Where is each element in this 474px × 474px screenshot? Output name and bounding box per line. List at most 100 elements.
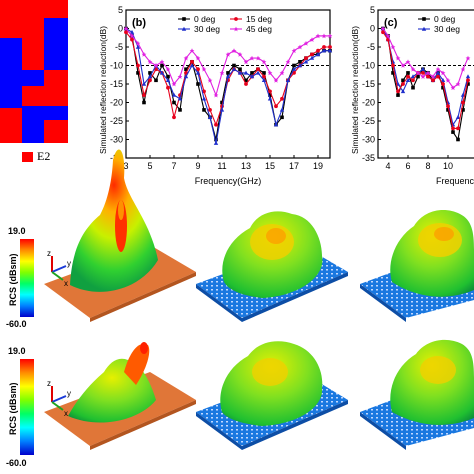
data-point	[273, 77, 279, 83]
data-point	[395, 55, 401, 61]
data-point	[441, 85, 445, 90]
data-point	[401, 82, 405, 86]
rcs-render-row1-coded-b	[196, 211, 348, 322]
coding-pattern	[0, 0, 68, 143]
pattern-cell-red	[22, 86, 68, 106]
data-point	[431, 78, 435, 83]
data-point	[207, 77, 213, 83]
data-point	[233, 26, 239, 32]
data-point	[129, 29, 135, 34]
data-point	[232, 63, 236, 68]
data-point	[178, 108, 182, 112]
pattern-cell-red	[22, 18, 44, 70]
data-point	[421, 26, 427, 31]
data-point	[411, 78, 415, 83]
y-tick-label: -5	[115, 42, 123, 52]
data-point	[148, 71, 152, 75]
data-point	[465, 74, 471, 79]
data-point	[445, 77, 451, 83]
data-point	[450, 85, 456, 91]
data-point	[195, 55, 201, 61]
rcs-min-label: -60.0	[6, 319, 27, 329]
data-point	[238, 67, 242, 71]
data-point	[279, 107, 285, 112]
data-point	[440, 70, 446, 76]
y-tick-label: -15	[362, 79, 375, 89]
data-point	[147, 74, 153, 79]
data-point	[451, 126, 455, 131]
data-point	[426, 74, 430, 79]
data-point	[237, 52, 243, 57]
data-point	[136, 63, 140, 68]
data-point	[225, 74, 231, 79]
x-tick-label: 5	[147, 161, 152, 171]
panel-label: (b)	[132, 17, 146, 29]
data-point	[321, 33, 327, 39]
x-tick-label: 15	[265, 161, 275, 171]
rcs-render-row2-coded-b	[196, 341, 348, 450]
data-point	[261, 59, 267, 65]
data-point	[268, 89, 272, 94]
data-point	[415, 70, 421, 76]
y-axis-label: Simulated reflection reduction(dB)	[350, 26, 360, 154]
series-line-1	[382, 28, 469, 127]
data-point	[165, 78, 171, 82]
y-tick-label: -30	[362, 135, 375, 145]
data-point	[425, 70, 431, 76]
data-point	[208, 108, 212, 112]
data-point	[154, 78, 158, 83]
data-point	[244, 78, 248, 83]
data-point	[153, 63, 159, 68]
data-point	[130, 37, 134, 42]
legend-label: 30 deg	[434, 24, 460, 34]
legend-label: 0 deg	[194, 14, 216, 24]
data-point	[124, 30, 128, 35]
data-point	[461, 100, 465, 105]
data-point	[405, 78, 411, 82]
data-point	[446, 104, 450, 109]
x-axis-label: Frequenc	[436, 176, 474, 186]
data-point	[249, 55, 255, 61]
rcs-scale-bottom: 19.0 RCS (dBsm) -60.0	[0, 346, 40, 470]
data-point	[406, 74, 410, 79]
data-point	[148, 78, 152, 83]
data-point	[256, 67, 260, 72]
data-point	[262, 71, 266, 75]
data-point	[456, 126, 460, 131]
data-point	[285, 78, 291, 82]
data-point	[435, 66, 441, 72]
data-point	[292, 63, 296, 68]
y-tick-label: 0	[370, 24, 375, 34]
x-tick-label: 6	[405, 161, 410, 171]
data-point	[171, 81, 177, 87]
data-point	[268, 93, 272, 97]
data-point	[435, 70, 441, 75]
x-tick-label: 11	[217, 161, 226, 171]
y-tick-label: 5	[370, 5, 375, 15]
data-point	[219, 107, 225, 112]
data-point	[410, 74, 416, 79]
data-point	[213, 92, 219, 98]
pattern-cell-red	[0, 0, 22, 38]
data-point	[183, 55, 189, 61]
y-tick-label: 0	[118, 24, 123, 34]
y-tick-label: -30	[110, 135, 123, 145]
data-point	[195, 70, 201, 75]
data-point	[396, 89, 400, 94]
data-point	[328, 45, 332, 49]
y-tick-label: -20	[110, 98, 123, 108]
axis-x-label: x	[64, 409, 68, 418]
data-point	[237, 70, 243, 75]
data-point	[410, 66, 416, 72]
rcs-colorbar	[20, 359, 34, 455]
data-point	[255, 55, 261, 61]
data-point	[189, 48, 195, 54]
data-point	[177, 74, 183, 79]
data-point	[460, 66, 466, 72]
data-point	[303, 40, 309, 46]
data-point	[279, 70, 285, 76]
rcs-render-row1-coded-c	[360, 210, 474, 322]
rcs-render-row1-pec	[44, 149, 196, 322]
data-point	[411, 85, 415, 90]
